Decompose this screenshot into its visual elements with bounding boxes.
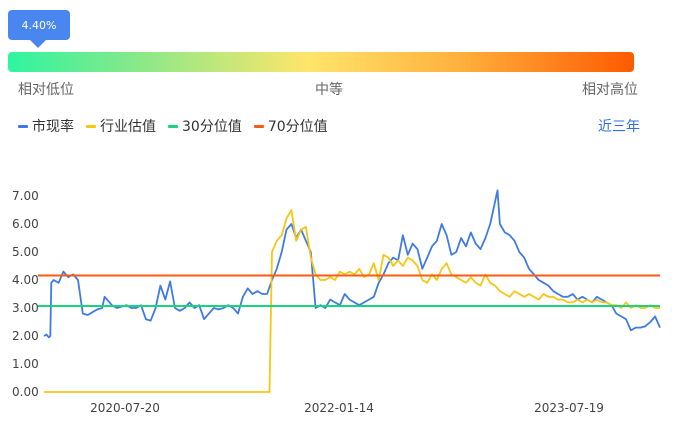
legend-label-p30: 30分位值	[182, 119, 242, 135]
series-line-industry	[44, 209, 660, 393]
legend-label-p70: 70分位值	[267, 119, 328, 135]
legend-label-pe: 市现率	[32, 119, 74, 135]
period-selector[interactable]: 近三年	[598, 119, 640, 135]
legend-swatch-pe	[18, 124, 28, 128]
legend-swatch-industry	[86, 124, 96, 128]
y-tick-label: 2.00	[12, 329, 39, 343]
y-tick-label: 7.00	[12, 189, 39, 203]
legend-swatch-p30	[168, 124, 178, 128]
gauge-mid-label: 中等	[315, 82, 343, 98]
current-percentile-bubble: 4.40%	[8, 10, 70, 48]
gauge-high-label: 相对高位	[582, 82, 638, 98]
y-tick-label: 6.00	[12, 217, 39, 231]
current-percentile-value: 4.40%	[21, 18, 57, 32]
legend-label-industry: 行业估值	[100, 119, 156, 135]
legend-swatch-p70	[253, 124, 264, 128]
y-tick-label: 0.00	[12, 385, 39, 399]
series-line-pe	[43, 189, 661, 339]
x-tick-label: 2020-07-20	[90, 401, 160, 415]
legend-item-pe[interactable]: 市现率	[18, 116, 74, 136]
y-tick-label: 4.00	[12, 273, 39, 287]
legend-item-industry[interactable]: 行业估值	[86, 116, 156, 136]
gauge-low-label: 相对低位	[18, 82, 74, 98]
x-tick-label: 2022-01-14	[304, 401, 374, 415]
y-tick-label: 5.00	[12, 245, 39, 259]
percentile-gauge-bar	[8, 52, 634, 72]
legend-item-p70[interactable]: 70分位值	[253, 116, 328, 136]
chart-legend: 市现率 行业估值 30分位值 70分位值	[18, 116, 328, 136]
legend-item-p30[interactable]: 30分位值	[168, 116, 242, 136]
y-tick-label: 1.00	[12, 357, 39, 371]
x-tick-label: 2023-07-19	[534, 401, 604, 415]
y-tick-label: 3.00	[12, 301, 39, 315]
